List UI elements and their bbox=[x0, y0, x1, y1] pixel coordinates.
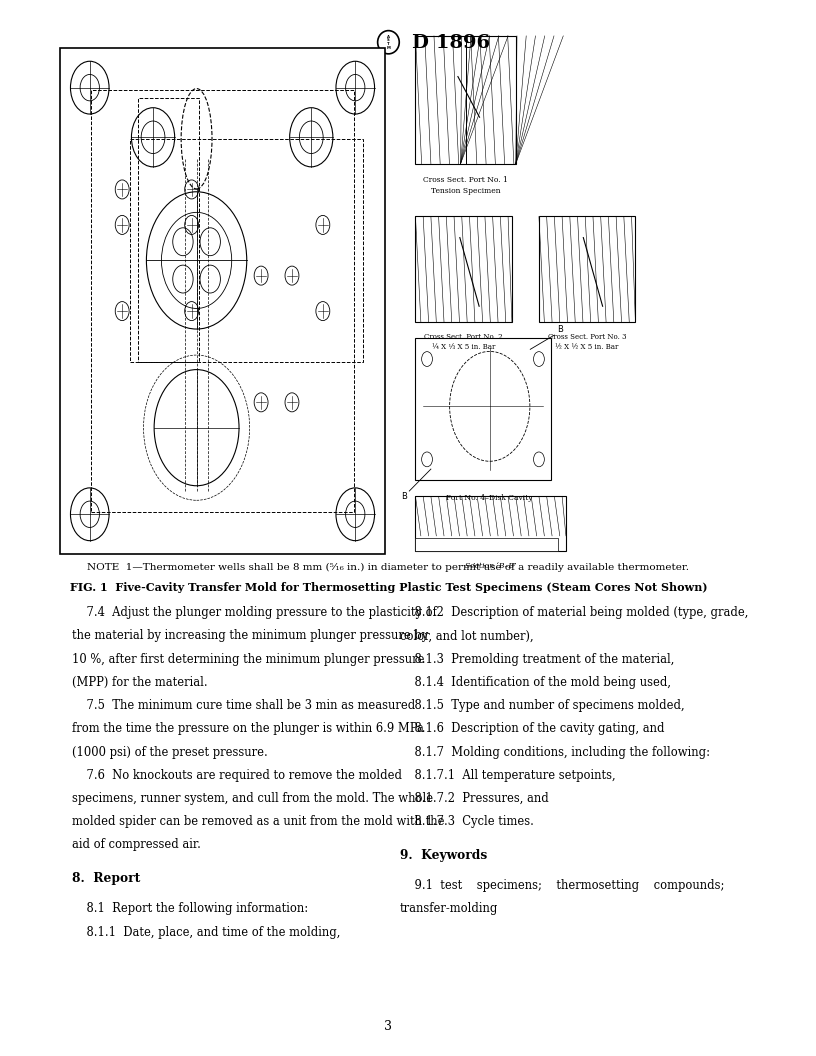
Bar bbox=[60, 48, 384, 554]
Text: B: B bbox=[557, 325, 562, 334]
Text: (MPP) for the material.: (MPP) for the material. bbox=[72, 676, 207, 689]
Text: 9.  Keywords: 9. Keywords bbox=[400, 849, 487, 862]
Text: 8.1.7.2  Pressures, and: 8.1.7.2 Pressures, and bbox=[400, 792, 549, 805]
Text: Tension Specimen: Tension Specimen bbox=[431, 187, 500, 195]
Text: A
S
T
M: A S T M bbox=[387, 35, 390, 50]
Bar bbox=[415, 538, 558, 551]
Text: D 1896: D 1896 bbox=[411, 34, 490, 53]
Text: the material by increasing the minimum plunger pressure by: the material by increasing the minimum p… bbox=[72, 629, 428, 642]
Text: 7.4  Adjust the plunger molding pressure to the plasticity of: 7.4 Adjust the plunger molding pressure … bbox=[72, 606, 437, 619]
Text: Cross Sect. Port No. 1: Cross Sect. Port No. 1 bbox=[424, 176, 508, 185]
Bar bbox=[138, 98, 199, 362]
Text: FIG. 1  Five-Cavity Transfer Mold for Thermosetting Plastic Test Specimens (Stea: FIG. 1 Five-Cavity Transfer Mold for The… bbox=[69, 582, 707, 592]
Bar bbox=[415, 496, 566, 551]
Bar bbox=[539, 216, 636, 322]
Text: Cross Sect. Port No. 3: Cross Sect. Port No. 3 bbox=[548, 333, 627, 341]
Text: 8.1.7.3  Cycle times.: 8.1.7.3 Cycle times. bbox=[400, 815, 534, 828]
Text: from the time the pressure on the plunger is within 6.9 MPa: from the time the pressure on the plunge… bbox=[72, 722, 424, 735]
Bar bbox=[91, 90, 353, 512]
Text: aid of compressed air.: aid of compressed air. bbox=[72, 838, 201, 851]
Text: 8.1.7  Molding conditions, including the following:: 8.1.7 Molding conditions, including the … bbox=[400, 746, 710, 758]
Text: 8.1.2  Description of material being molded (type, grade,: 8.1.2 Description of material being mold… bbox=[400, 606, 748, 619]
Text: 8.1.1  Date, place, and time of the molding,: 8.1.1 Date, place, and time of the moldi… bbox=[72, 926, 340, 939]
Bar bbox=[415, 36, 516, 164]
Text: 7.5  The minimum cure time shall be 3 min as measured: 7.5 The minimum cure time shall be 3 min… bbox=[72, 699, 415, 712]
Text: 3: 3 bbox=[384, 1020, 392, 1033]
Text: 10 %, after first determining the minimum plunger pressure: 10 %, after first determining the minimu… bbox=[72, 653, 424, 665]
Text: ½ X ½ X 5 in. Bar: ½ X ½ X 5 in. Bar bbox=[556, 343, 619, 352]
Text: Cross Sect. Port No. 2: Cross Sect. Port No. 2 bbox=[424, 333, 503, 341]
Text: color, and lot number),: color, and lot number), bbox=[400, 629, 534, 642]
Bar bbox=[415, 338, 551, 480]
Text: 8.1.6  Description of the cavity gating, and: 8.1.6 Description of the cavity gating, … bbox=[400, 722, 664, 735]
Text: 8.1.5  Type and number of specimens molded,: 8.1.5 Type and number of specimens molde… bbox=[400, 699, 685, 712]
Text: 8.1.7.1  All temperature setpoints,: 8.1.7.1 All temperature setpoints, bbox=[400, 769, 615, 781]
Text: 8.1  Report the following information:: 8.1 Report the following information: bbox=[72, 903, 308, 916]
Text: 7.6  No knockouts are required to remove the molded: 7.6 No knockouts are required to remove … bbox=[72, 769, 402, 781]
Text: transfer-molding: transfer-molding bbox=[400, 903, 499, 916]
Text: specimens, runner system, and cull from the mold. The whole: specimens, runner system, and cull from … bbox=[72, 792, 433, 805]
Text: NOTE  1—Thermometer wells shall be 8 mm (⁵⁄₁₆ in.) in diameter to permit use of : NOTE 1—Thermometer wells shall be 8 mm (… bbox=[87, 563, 690, 572]
Text: B: B bbox=[401, 492, 407, 502]
Text: 8.1.4  Identification of the mold being used,: 8.1.4 Identification of the mold being u… bbox=[400, 676, 671, 689]
Text: Section ‘B–B’: Section ‘B–B’ bbox=[465, 562, 517, 570]
Text: ¼ X ⅓ X 5 in. Bar: ¼ X ⅓ X 5 in. Bar bbox=[432, 343, 495, 352]
Text: 8.1.3  Premolding treatment of the material,: 8.1.3 Premolding treatment of the materi… bbox=[400, 653, 674, 665]
Text: (1000 psi) of the preset pressure.: (1000 psi) of the preset pressure. bbox=[72, 746, 268, 758]
Bar bbox=[130, 138, 363, 362]
Text: Port No. 4–Disk Cavity: Port No. 4–Disk Cavity bbox=[446, 494, 533, 503]
Bar bbox=[415, 216, 512, 322]
Text: 8.  Report: 8. Report bbox=[72, 872, 140, 885]
Text: molded spider can be removed as a unit from the mold with the: molded spider can be removed as a unit f… bbox=[72, 815, 445, 828]
Text: 9.1  test    specimens;    thermosetting    compounds;: 9.1 test specimens; thermosetting compou… bbox=[400, 880, 725, 892]
